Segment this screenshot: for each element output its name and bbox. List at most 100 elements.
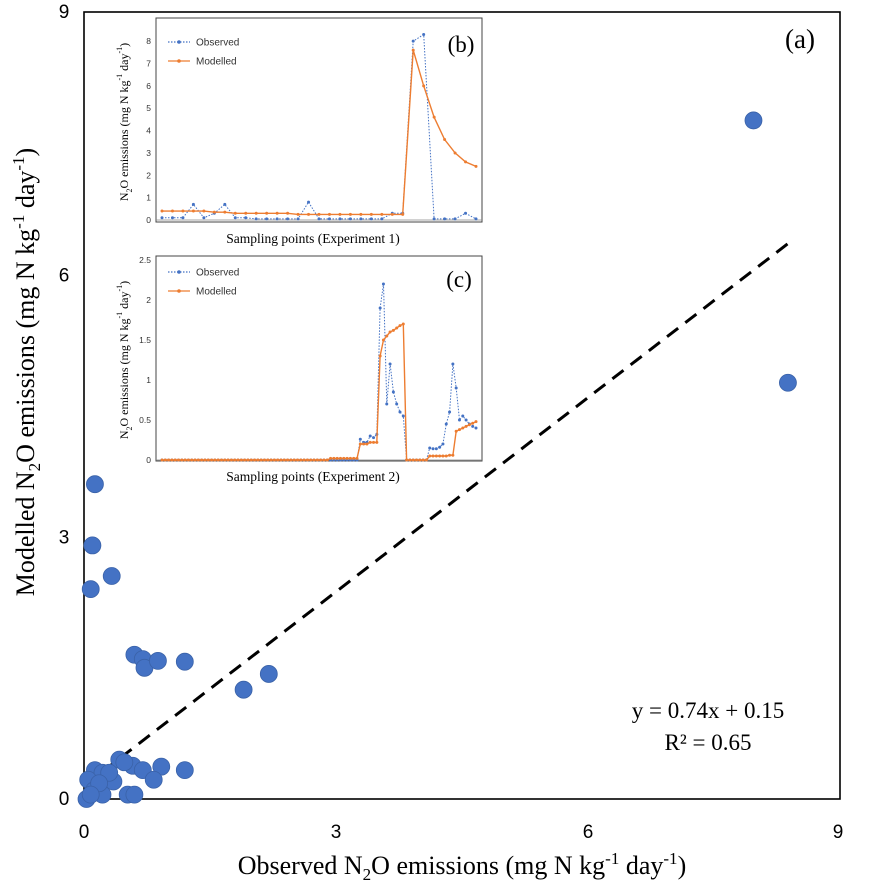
y-tick-label: 1 bbox=[146, 375, 151, 385]
series-point-modelled bbox=[269, 458, 273, 462]
series-point-modelled bbox=[381, 338, 385, 342]
trendline-layer bbox=[83, 241, 791, 788]
legend-b: Observed Modelled bbox=[168, 38, 239, 68]
series-point-modelled bbox=[454, 429, 458, 433]
series-point-observed bbox=[381, 282, 385, 286]
series-point-observed bbox=[307, 200, 311, 204]
axis-ticks-a: 0 3 6 9 0 3 6 9 bbox=[59, 2, 844, 843]
series-point-observed bbox=[223, 202, 227, 206]
series-point-modelled bbox=[276, 458, 280, 462]
series-point-observed bbox=[454, 386, 458, 390]
series-point-modelled bbox=[424, 458, 428, 462]
series-point-modelled bbox=[266, 458, 270, 462]
series-point-modelled bbox=[173, 458, 177, 462]
series-point-observed bbox=[317, 217, 321, 221]
series-point-modelled bbox=[312, 458, 316, 462]
series-point-observed bbox=[432, 217, 436, 221]
series-point-modelled bbox=[167, 458, 171, 462]
series-point-observed bbox=[411, 39, 415, 43]
trendline bbox=[83, 241, 791, 788]
series-point-modelled bbox=[329, 456, 333, 460]
legend-marker-modelled bbox=[177, 289, 181, 293]
scatter-point bbox=[81, 580, 100, 599]
series-point-modelled bbox=[405, 458, 409, 462]
series-point-modelled bbox=[448, 453, 452, 457]
series-point-modelled bbox=[315, 458, 319, 462]
series-point-modelled bbox=[375, 440, 379, 444]
series-point-modelled bbox=[216, 458, 220, 462]
series-point-modelled bbox=[307, 212, 311, 216]
series-point-modelled bbox=[210, 458, 214, 462]
series-point-modelled bbox=[233, 458, 237, 462]
series-point-modelled bbox=[253, 458, 257, 462]
series-point-modelled bbox=[441, 454, 445, 458]
series-point-modelled bbox=[358, 442, 362, 446]
regression-equation: y = 0.74x + 0.15 bbox=[632, 698, 784, 723]
x-tick-label-a: 0 bbox=[79, 822, 90, 843]
series-point-modelled bbox=[355, 456, 359, 460]
y-tick-label: 3 bbox=[146, 148, 151, 158]
series-point-modelled bbox=[398, 324, 402, 328]
series-point-modelled bbox=[254, 211, 258, 215]
series-point-observed bbox=[388, 362, 392, 366]
series-point-modelled bbox=[202, 209, 206, 213]
series-point-modelled bbox=[160, 458, 164, 462]
series-point-modelled bbox=[411, 458, 415, 462]
plot-frame-c bbox=[155, 255, 483, 462]
series-point-observed bbox=[385, 402, 389, 406]
legend-label-observed: Observed bbox=[196, 38, 239, 49]
y-tick-label-a: 6 bbox=[59, 265, 70, 286]
series-point-modelled bbox=[327, 212, 331, 216]
series-point-modelled bbox=[385, 334, 389, 338]
series-point-modelled bbox=[319, 458, 323, 462]
series-point-modelled bbox=[390, 212, 394, 216]
x-tick-label-a: 3 bbox=[331, 822, 342, 843]
series-point-observed bbox=[444, 422, 448, 426]
series-point-observed bbox=[401, 414, 405, 418]
y-tick-label-a: 9 bbox=[59, 2, 70, 23]
series-point-modelled bbox=[380, 212, 384, 216]
panel-label-b: (b) bbox=[448, 32, 475, 57]
y-tick-label: 1.5 bbox=[139, 335, 151, 345]
series-point-modelled bbox=[372, 440, 376, 444]
series-point-modelled bbox=[296, 458, 300, 462]
series-point-modelled bbox=[408, 458, 412, 462]
series-point-modelled bbox=[299, 458, 303, 462]
series-layer-c bbox=[160, 282, 478, 462]
series-point-observed bbox=[254, 217, 258, 221]
series-point-observed bbox=[202, 216, 206, 220]
series-point-modelled bbox=[401, 322, 405, 326]
y-tick-label: 2 bbox=[146, 295, 151, 305]
series-point-modelled bbox=[444, 454, 448, 458]
inset-panel-b: 0 1 2 3 4 5 6 7 8 Observed Modelled (b) Sampling … bbox=[115, 17, 483, 246]
series-point-modelled bbox=[286, 458, 290, 462]
series-point-modelled bbox=[203, 458, 207, 462]
series-point-observed bbox=[348, 217, 352, 221]
series-point-modelled bbox=[362, 442, 366, 446]
series-point-observed bbox=[448, 410, 452, 414]
series-point-observed bbox=[327, 217, 331, 221]
series-point-modelled bbox=[200, 458, 204, 462]
series-point-modelled bbox=[190, 458, 194, 462]
y-tick-label: 2 bbox=[146, 170, 151, 180]
series-point-modelled bbox=[259, 458, 263, 462]
series-point-modelled bbox=[305, 458, 309, 462]
series-point-observed bbox=[170, 216, 174, 220]
y-tick-label: 5 bbox=[146, 103, 151, 113]
series-point-modelled bbox=[415, 458, 419, 462]
scatter-point bbox=[102, 567, 121, 585]
series-point-observed bbox=[160, 216, 164, 220]
series-point-modelled bbox=[236, 458, 240, 462]
series-point-modelled bbox=[453, 151, 457, 155]
series-point-modelled bbox=[191, 209, 195, 213]
series-point-modelled bbox=[457, 428, 461, 432]
series-point-modelled bbox=[365, 442, 369, 446]
y-axis-title-c: N2O emissions (mg N kg-1 day-1) bbox=[115, 281, 134, 439]
series-point-modelled bbox=[183, 458, 187, 462]
series-point-modelled bbox=[348, 212, 352, 216]
series-point-observed bbox=[438, 445, 442, 449]
panel-label-a: (a) bbox=[785, 24, 815, 54]
series-point-modelled bbox=[296, 212, 300, 216]
y-tick-label-a: 0 bbox=[59, 789, 70, 810]
series-point-modelled bbox=[443, 138, 447, 142]
